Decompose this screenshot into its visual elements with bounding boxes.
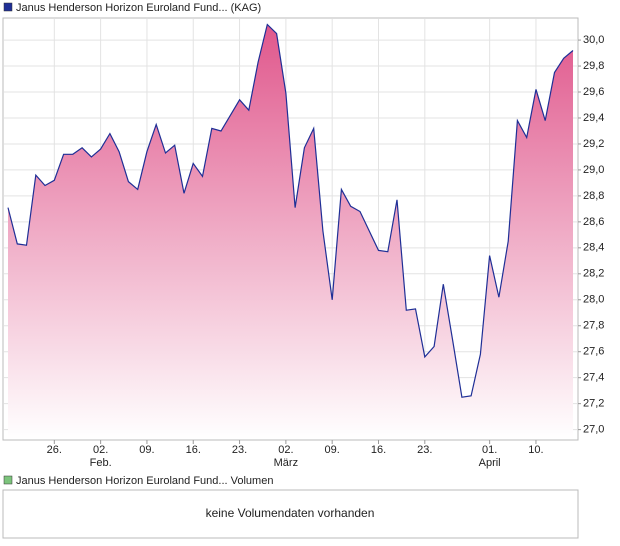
y-tick-label: 27,2 — [583, 398, 604, 410]
y-tick-label: 28,2 — [583, 268, 604, 280]
y-tick-label: 29,8 — [583, 60, 604, 72]
y-tick-label: 29,0 — [583, 164, 604, 176]
y-tick-label: 30,0 — [583, 34, 604, 46]
volume-legend-label: Janus Henderson Horizon Euroland Fund...… — [16, 475, 273, 487]
x-tick-label: 09. — [325, 444, 340, 456]
y-tick-label: 27,6 — [583, 346, 604, 358]
price-line — [7, 23, 574, 398]
area-fill — [8, 24, 573, 439]
y-tick-label: 27,4 — [583, 372, 604, 384]
legend-swatch — [3, 2, 13, 12]
y-tick-label: 28,4 — [583, 242, 604, 254]
x-tick-label: 01. — [482, 444, 497, 456]
y-tick-label: 27,0 — [583, 424, 604, 436]
y-tick-label: 28,6 — [583, 216, 604, 228]
y-tick-label: 29,2 — [583, 138, 604, 150]
x-month-label: Feb. — [90, 457, 112, 469]
x-tick-label: 16. — [186, 444, 201, 456]
legend-label: Janus Henderson Horizon Euroland Fund...… — [16, 2, 261, 14]
x-tick-label: 23. — [232, 444, 247, 456]
y-tick-label: 27,8 — [583, 320, 604, 332]
x-month-label: März — [274, 457, 298, 469]
x-tick-label: 23. — [417, 444, 432, 456]
y-tick-label: 29,6 — [583, 86, 604, 98]
volume-legend-swatch — [3, 475, 13, 485]
x-tick-label: 26. — [47, 444, 62, 456]
y-tick-label: 28,8 — [583, 190, 604, 202]
y-tick-label: 28,0 — [583, 294, 604, 306]
x-tick-label: 02. — [278, 444, 293, 456]
volume-frame — [2, 489, 579, 539]
y-tick-label: 29,4 — [583, 112, 604, 124]
x-tick-label: 02. — [93, 444, 108, 456]
x-month-label: April — [479, 457, 501, 469]
x-tick-label: 10. — [528, 444, 543, 456]
x-tick-label: 16. — [371, 444, 386, 456]
x-tick-label: 09. — [139, 444, 154, 456]
volume-message: keine Volumendaten vorhanden — [206, 506, 375, 520]
